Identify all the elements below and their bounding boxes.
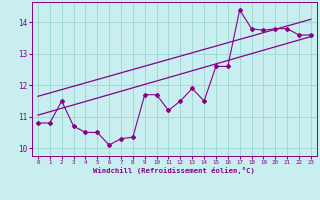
X-axis label: Windchill (Refroidissement éolien,°C): Windchill (Refroidissement éolien,°C) [93, 167, 255, 174]
